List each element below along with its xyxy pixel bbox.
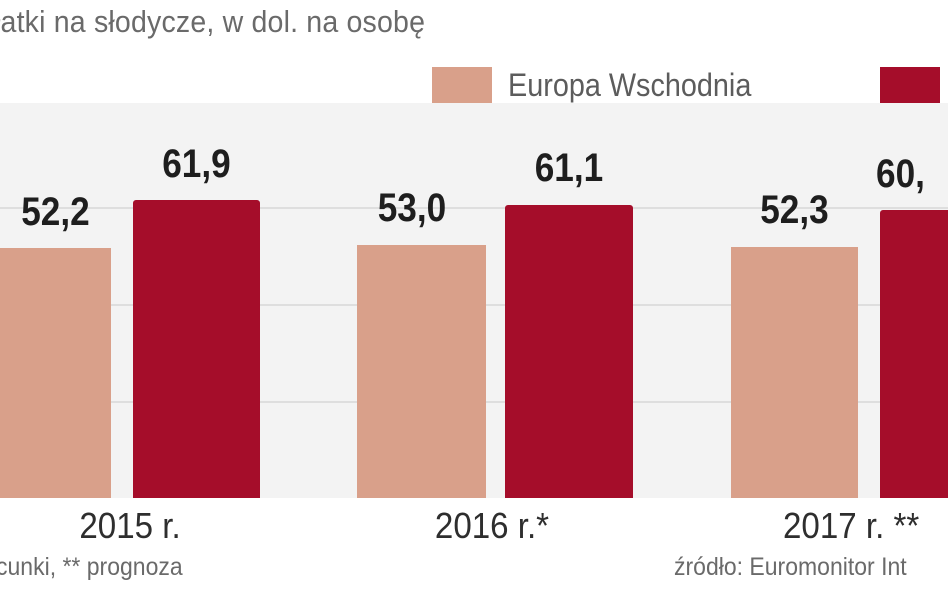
bar-2017-europa-wschodnia [731,247,858,498]
category-label-2015: 2015 r. [79,505,181,546]
legend-swatch-icon [432,67,492,103]
bar-2015-series-b [133,200,260,498]
legend-label: Europa Wschodnia [508,66,752,103]
bar-2015-europa-wschodnia [0,248,111,498]
bar-value-label: 61,9 [162,142,231,186]
bar-value-label: 53,0 [377,186,447,230]
bar-value-label: 60, [876,152,925,196]
bar-2016-europa-wschodnia [357,245,486,498]
legend-item-europa-wschodnia: Europa Wschodnia [432,67,778,103]
chart-subtitle: łatki na słodycze, w dol. na osobę [0,4,426,39]
legend-item-series-b [880,67,948,103]
bar-2017-series-b [880,210,948,498]
footnote-left: cunki, ** prognoza [0,553,183,581]
legend-swatch-icon [880,67,940,103]
bar-value-label: 61,1 [534,146,604,190]
bar-value-label: 52,3 [760,188,829,232]
source-note: źródło: Euromonitor Int [674,553,907,581]
gridline [0,207,948,209]
bar-value-label: 52,2 [21,190,90,234]
category-label-2017: 2017 r. ** [783,505,920,546]
bar-2016-series-b [505,205,633,498]
category-label-2016: 2016 r.* [434,505,550,546]
